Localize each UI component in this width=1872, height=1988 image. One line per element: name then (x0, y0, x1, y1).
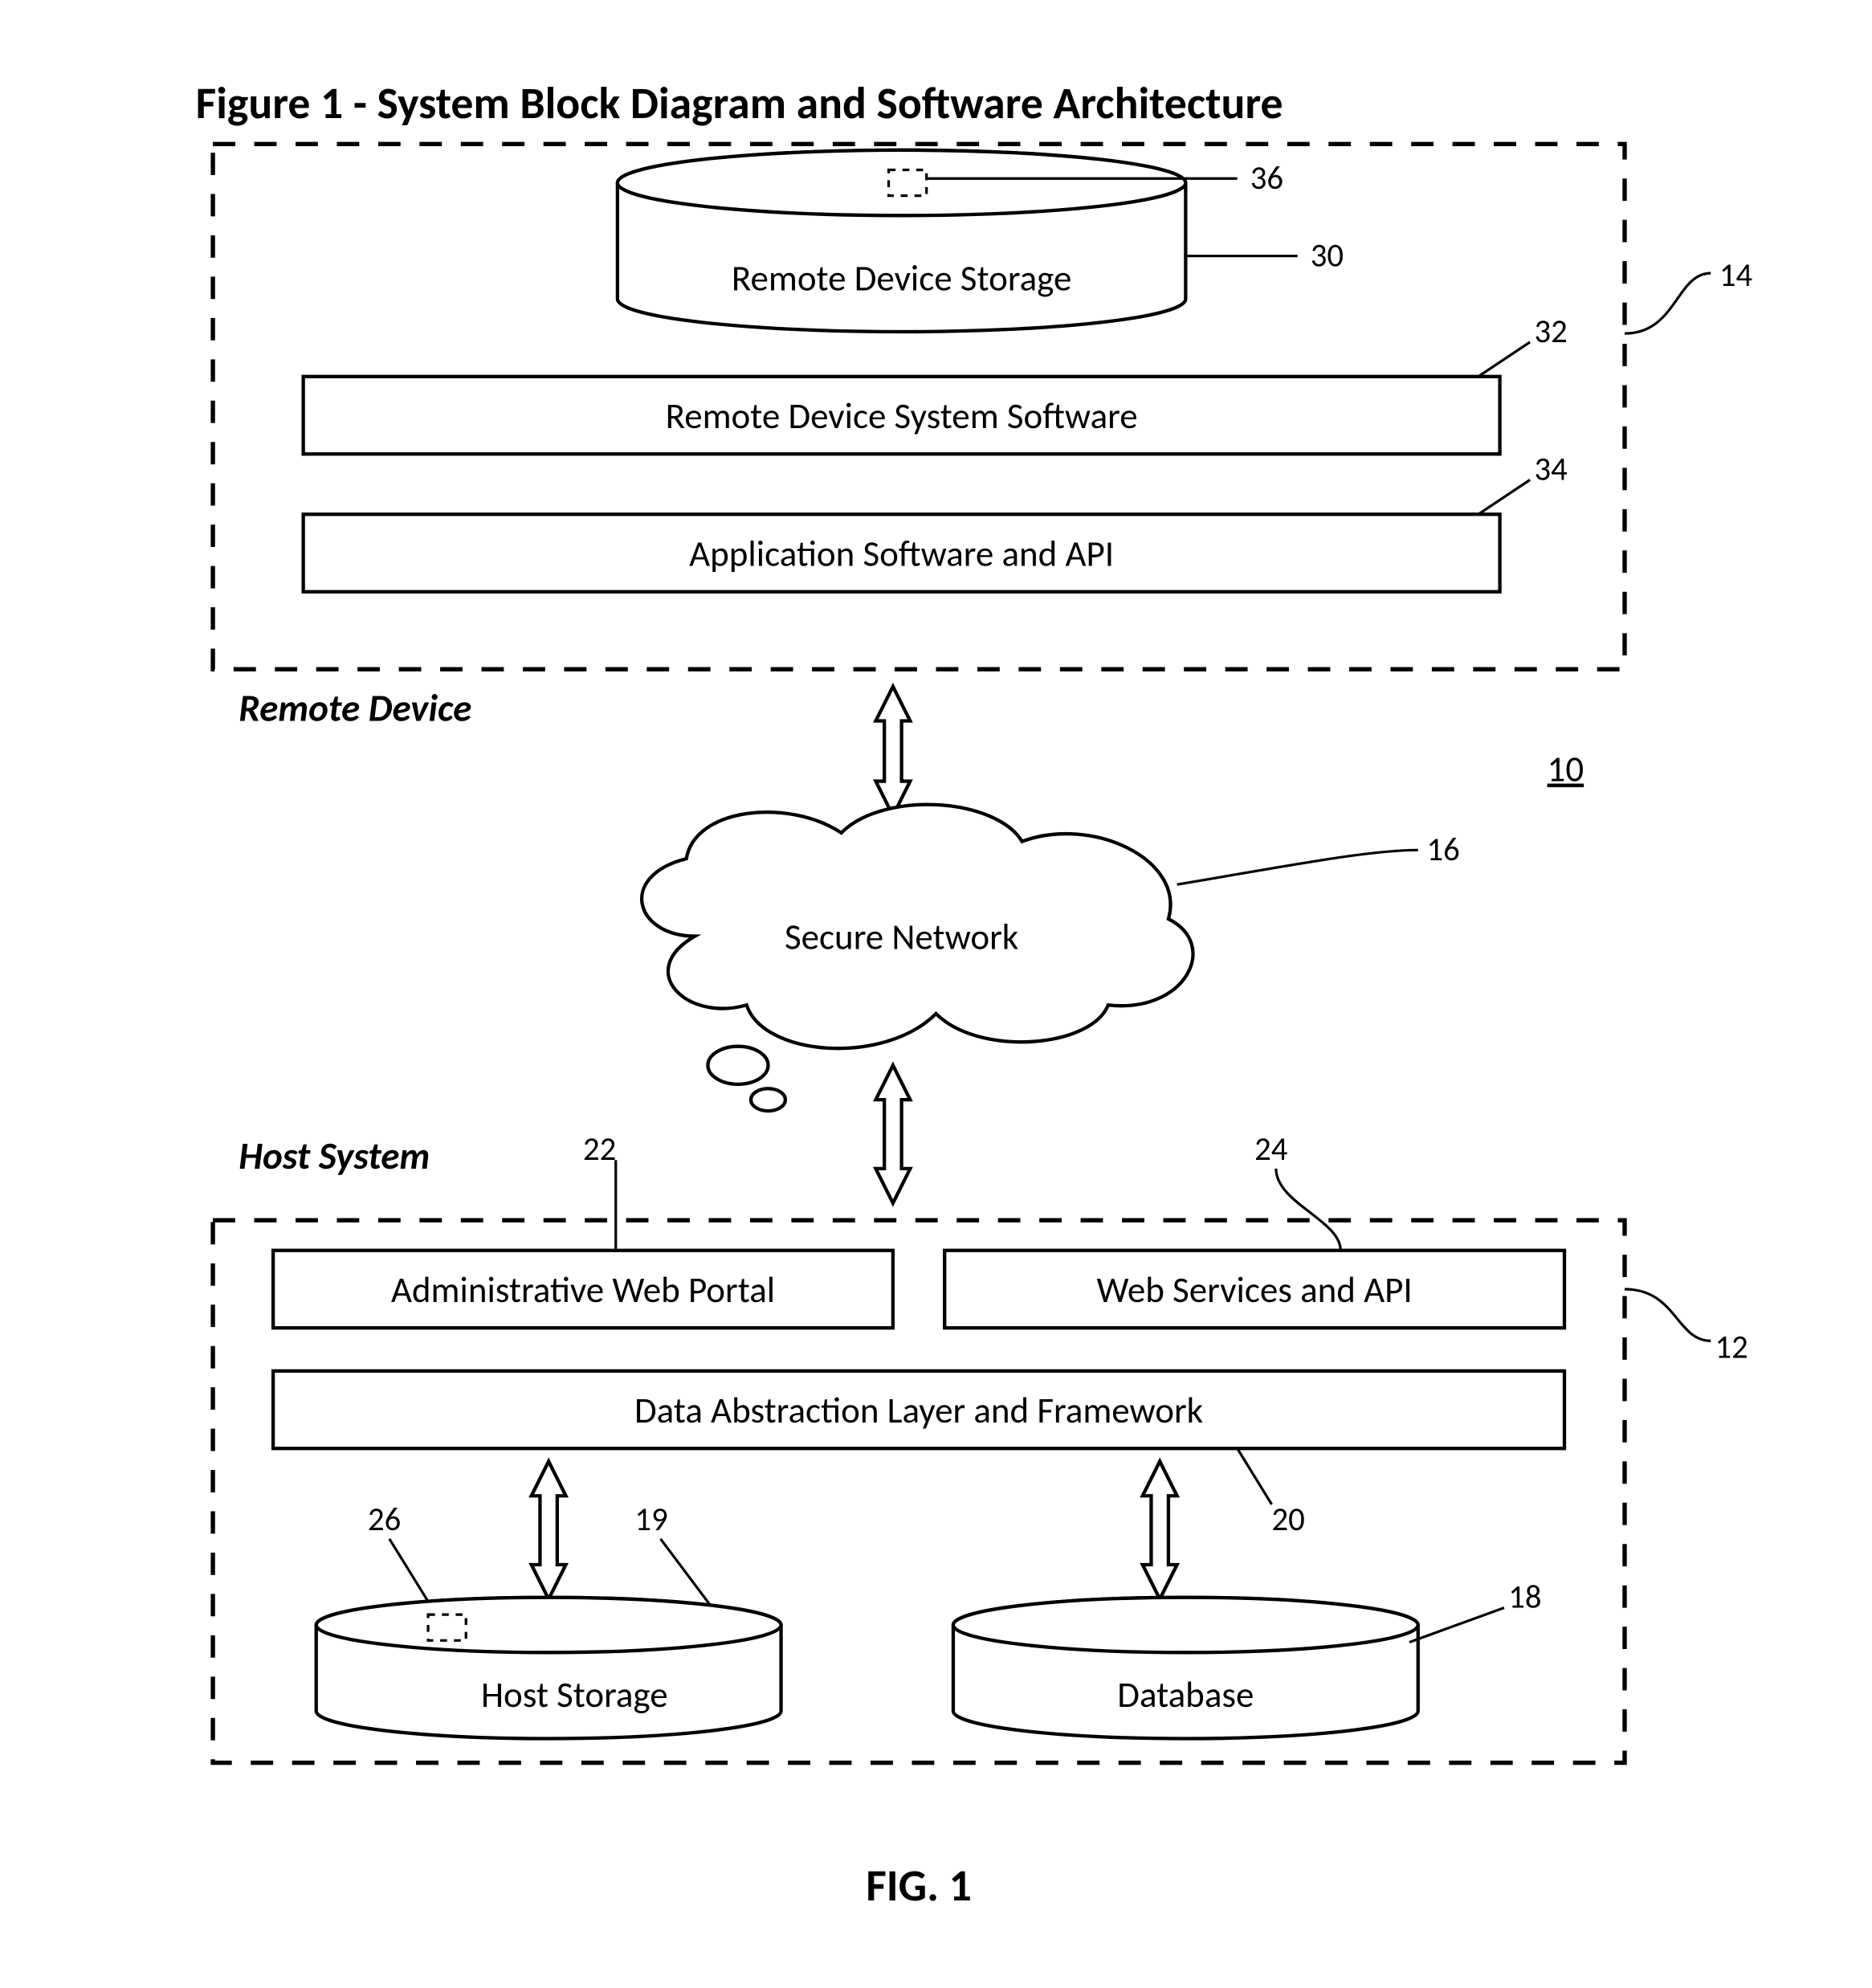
ref-10: 10 (1548, 748, 1584, 792)
remote-device-storage-label: Remote Device Storage (732, 257, 1072, 301)
diagram-title: Figure 1 - System Block Diagram and Soft… (196, 76, 1283, 130)
ref-30: 30 (1311, 235, 1344, 276)
leader-32 (1478, 342, 1530, 377)
ref-26: 26 (368, 1499, 401, 1539)
leader-14 (1625, 273, 1711, 333)
admin-portal-label: Administrative Web Portal (391, 1268, 775, 1312)
ref-36: 36 (1250, 157, 1283, 198)
leader-34 (1478, 480, 1530, 514)
ref-12: 12 (1715, 1327, 1748, 1367)
arrow-datalayer-to-database (1143, 1461, 1177, 1599)
ref-14: 14 (1719, 255, 1752, 295)
secure-network-cloud: Secure Network (642, 805, 1193, 1111)
app-api-label: Application Software and API (689, 533, 1114, 577)
diagram-canvas: Figure 1 - System Block Diagram and Soft… (32, 32, 1840, 1952)
ref-16: 16 (1426, 829, 1459, 869)
ref-19: 19 (634, 1499, 667, 1539)
web-services-label: Web Services and API (1096, 1268, 1412, 1312)
remote-device-label: Remote Device (239, 685, 471, 732)
ref-18: 18 (1508, 1577, 1541, 1617)
ref-32: 32 (1534, 311, 1567, 351)
ref-20: 20 (1272, 1499, 1305, 1539)
arrow-datalayer-to-hoststorage (532, 1461, 566, 1599)
leader-19 (660, 1539, 712, 1608)
ref-22: 22 (583, 1129, 616, 1169)
arrow-cloud-to-host (875, 1065, 910, 1203)
host-storage-label: Host Storage (481, 1673, 668, 1717)
arrow-remote-to-cloud (875, 687, 910, 816)
database-cylinder: Database (953, 1598, 1418, 1739)
host-storage-cylinder: Host Storage (316, 1598, 781, 1739)
database-label: Database (1117, 1673, 1254, 1717)
leader-12 (1625, 1289, 1711, 1341)
leader-24 (1276, 1169, 1340, 1251)
secure-network-label: Secure Network (785, 916, 1018, 960)
leader-16 (1177, 850, 1418, 884)
remote-system-software-label: Remote Device System Software (666, 394, 1138, 439)
ref-34: 34 (1534, 448, 1567, 488)
leader-20 (1238, 1448, 1272, 1504)
ref-24: 24 (1254, 1129, 1287, 1169)
data-layer-label: Data Abstraction Layer and Framework (634, 1389, 1203, 1433)
host-system-label: Host System (239, 1133, 430, 1179)
figure-caption: FIG. 1 (866, 1858, 972, 1912)
leader-18 (1409, 1608, 1504, 1643)
block-diagram-svg: Figure 1 - System Block Diagram and Soft… (32, 32, 1840, 1952)
